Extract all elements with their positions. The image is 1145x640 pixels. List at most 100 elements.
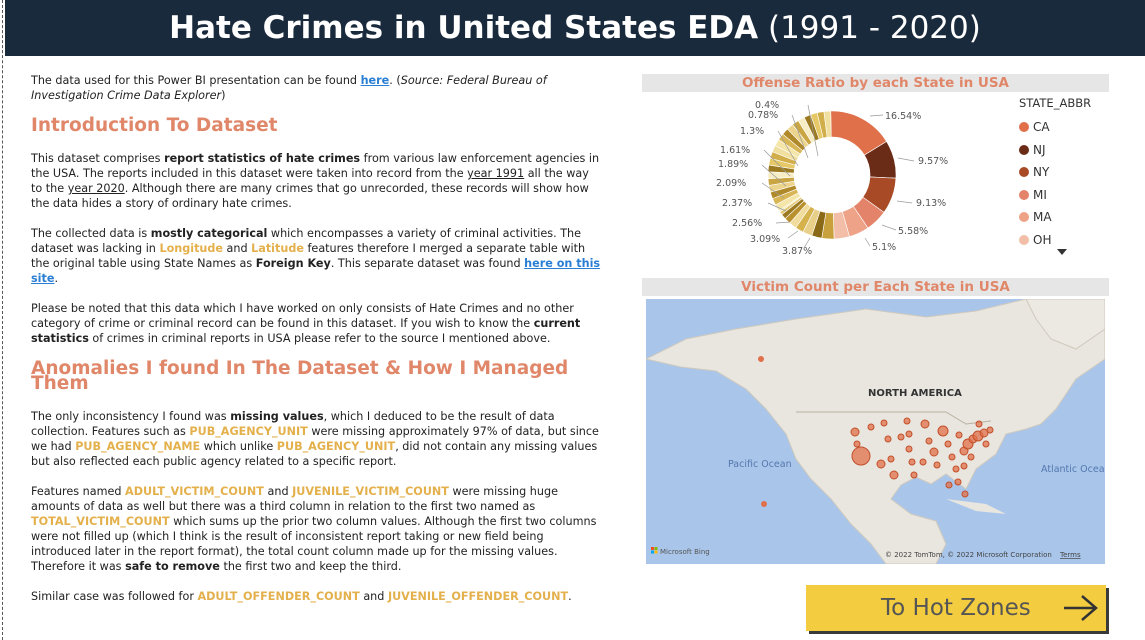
victim-bubble [850,427,860,437]
terms-link: Terms [1059,551,1081,559]
legend-item-oh[interactable]: OH [1019,229,1129,252]
victim-bubble [945,481,953,489]
victim-bubble [910,471,918,479]
anomalies-paragraph-1: The only inconsistency I found was missi… [31,410,599,468]
victim-bubble [948,453,956,461]
victim-bubble [897,433,905,441]
legend-title: STATE_ABBR [1019,96,1092,110]
victim-bubble [761,501,767,507]
victim-bubble [961,490,969,498]
donut-data-label: 5.58% [898,226,928,237]
donut-leader-line [761,164,787,187]
donut-chart[interactable]: 16.54% 9.57% 9.13% 5.58%5.1% 3.87%3.09% 2.56%… [700,98,1000,260]
victim-bubble [944,440,952,448]
victim-bubble [908,458,916,466]
donut-data-label: 16.54% [885,111,921,122]
north-america-land [646,299,1105,564]
legend-dot [1019,234,1029,245]
legend-dot [1019,189,1029,200]
victim-bubble [851,446,871,466]
victim-bubble [887,455,895,463]
donut-leader-line [791,114,809,159]
legend-dot [1019,122,1029,133]
pacific-label: Pacific Ocean [728,459,792,470]
source-paragraph: The data used for this Power BI presenta… [31,74,547,102]
donut-slice [823,110,832,138]
victim-bubble [933,461,941,469]
arrow-right-icon [1064,595,1098,621]
donut-data-label: 3.87% [782,246,812,257]
legend-item-ny[interactable]: NY [1019,161,1129,184]
donut-data-label: 0.4% [755,100,779,111]
donut-leader-line [775,221,791,224]
anomalies-paragraph-3: Similar case was followed for ADULT_OFFE… [31,590,572,603]
victim-bubble [884,435,892,443]
donut-leader-line [787,230,799,239]
donut-data-label: 2.09% [716,178,746,189]
victim-bubble [986,426,994,434]
frame-border [2,0,3,640]
map-title: Victim Count per Each State in USA [642,278,1109,296]
map-svg: NORTH AMERICA Pacific Ocean Atlantic Oce… [646,299,1105,564]
donut-leader-line [761,182,785,199]
atlantic-label: Atlantic Ocean [1041,464,1105,475]
victim-bubble [919,458,927,466]
victim-bubble [880,419,888,427]
donut-chart-title: Offense Ratio by each State in USA [642,74,1109,92]
victim-bubble [979,428,989,438]
donut-data-label: 9.57% [918,156,948,167]
victim-bubble [867,423,875,431]
victim-bubble [952,465,960,473]
victim-bubble [955,431,963,439]
anomalies-heading: Anomalies I found In The Dataset & How I… [31,358,569,394]
intro-paragraph-3: Please be noted that this data which I h… [31,302,581,345]
donut-data-label: 0.78% [748,110,778,121]
victim-bubble [954,478,962,486]
button-label: To Hot Zones [881,595,1031,621]
donut-leader-line [881,224,897,231]
greenland-land [1025,299,1105,350]
donut-data-label: 1.3% [740,126,764,137]
map-copyright: © 2022 TomTom, © 2022 Microsoft Corporat… [885,551,1052,559]
page-title: Hate Crimes in United States EDA (1991 -… [169,10,981,46]
donut-leader-line [777,130,799,167]
donut-data-label: 1.89% [718,159,748,170]
legend-item-mi[interactable]: MI [1019,184,1129,207]
source-link[interactable]: here [360,74,390,87]
victim-map[interactable]: NORTH AMERICA Pacific Ocean Atlantic Oce… [646,299,1105,564]
donut-leader-line [897,157,915,162]
victim-bubble [903,417,911,425]
victim-bubble [925,437,933,445]
legend-scroll-down-icon[interactable] [1057,249,1067,255]
victim-bubble [905,430,913,438]
victim-bubble [905,445,913,453]
victim-bubble [758,356,764,362]
to-hot-zones-button[interactable]: To Hot Zones [806,585,1106,631]
site-link[interactable]: here on this site [31,257,601,285]
intro-paragraph-1: This dataset comprises report statistics… [31,152,600,210]
victim-bubble [960,462,968,470]
donut-data-label: 9.13% [916,198,946,209]
victim-bubble [889,470,899,480]
victim-bubble [982,440,990,448]
page-header: Hate Crimes in United States EDA (1991 -… [5,0,1145,56]
donut-data-label: 2.37% [722,198,752,209]
donut-leader-line [896,200,913,204]
donut-leader-line [864,237,871,247]
legend-item-nj[interactable]: NJ [1019,139,1129,162]
victim-bubble [920,419,930,429]
description-panel: The data used for this Power BI presenta… [31,73,601,619]
victim-bubble [876,459,886,469]
anomalies-paragraph-2: Features named ADULT_VICTIM_COUNT and JU… [31,485,597,573]
donut-leader-line [803,237,811,249]
victim-bubble [929,447,939,457]
donut-data-label: 1.61% [720,145,750,156]
victim-bubble [967,453,975,461]
donut-leader-line [807,104,819,157]
legend-item-ma[interactable]: MA [1019,206,1129,229]
victim-bubble [937,425,949,437]
legend-item-ca[interactable]: CA [1019,116,1129,139]
donut-data-label: 2.56% [732,218,762,229]
intro-heading: Introduction To Dataset [31,115,278,136]
donut-legend: STATE_ABBR CA NJ NY MI MA OH [1019,96,1129,251]
